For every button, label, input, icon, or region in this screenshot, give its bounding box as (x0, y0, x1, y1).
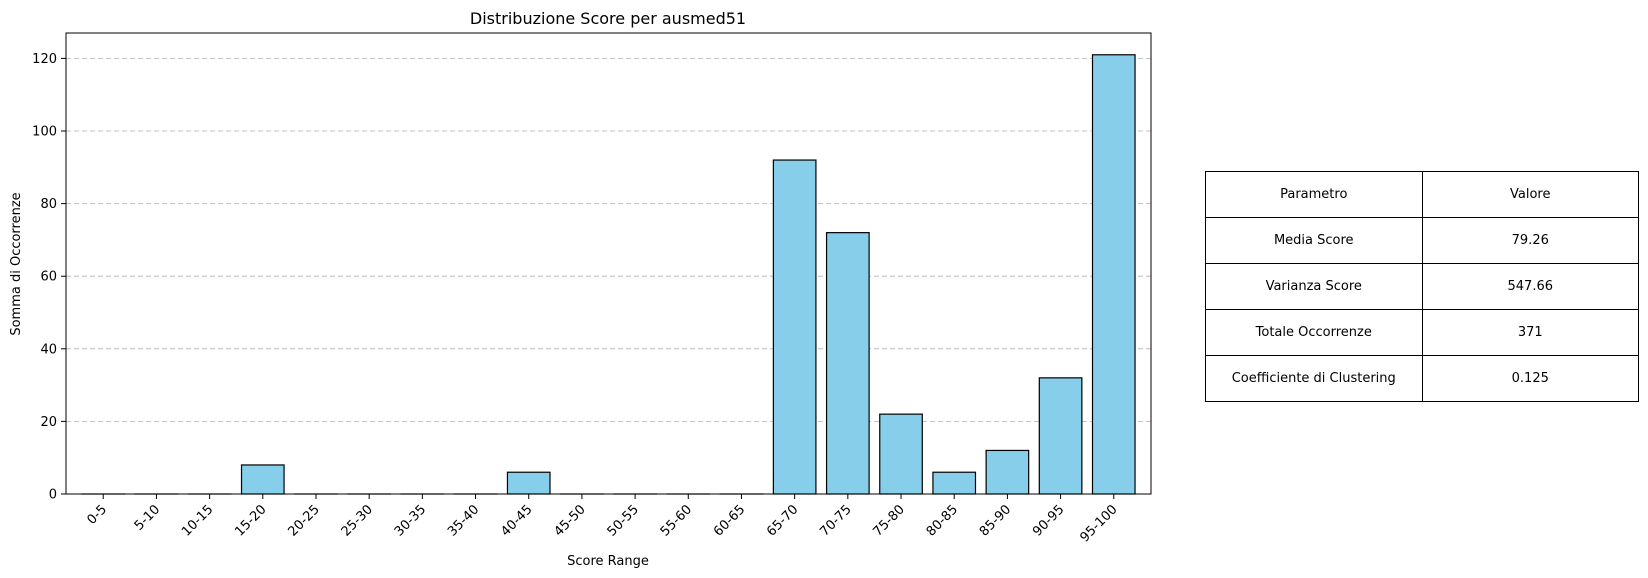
x-axis-label: Score Range (567, 554, 649, 569)
x-tick-label: 85-90 (977, 502, 1014, 539)
x-tick-label: 75-80 (871, 502, 908, 539)
x-tick-label: 70-75 (817, 502, 854, 539)
chart-title: Distribuzione Score per ausmed51 (470, 9, 746, 28)
bar (772, 159, 817, 495)
y-tick-label: 60 (40, 270, 57, 285)
x-tick-label: 80-85 (924, 502, 961, 539)
table-cell-value: 79.26 (1421, 217, 1639, 264)
table-cell-parameter: Varianza Score (1205, 263, 1423, 310)
table-header-row: Parametro Valore (1205, 171, 1639, 218)
bar (985, 449, 1030, 495)
x-tick-label: 65-70 (764, 502, 801, 539)
table-row: Totale Occorrenze 371 (1205, 309, 1639, 356)
x-tick-label: 20-25 (285, 502, 322, 539)
table-cell-value: 547.66 (1421, 263, 1639, 310)
grid-lines (66, 58, 1151, 422)
y-tick-label: 100 (32, 125, 57, 140)
x-tick-label: 25-30 (339, 502, 376, 539)
table-header-cell: Parametro (1205, 171, 1423, 218)
x-tick-label: 35-40 (445, 502, 482, 539)
x-tick-label: 50-55 (605, 502, 642, 539)
x-tick-label: 5-10 (132, 502, 163, 533)
x-tick-label: 95-100 (1077, 502, 1120, 545)
y-tick-label: 120 (32, 52, 57, 67)
table-cell-value: 371 (1421, 309, 1639, 356)
x-tick-label: 0-5 (84, 502, 110, 528)
x-tick-label: 30-35 (392, 502, 429, 539)
x-tick-label: 15-20 (232, 502, 269, 539)
table-cell-value: 0.125 (1421, 355, 1639, 402)
x-tick-label: 55-60 (658, 502, 695, 539)
plot-area-frame (65, 32, 1152, 495)
table-row: Media Score 79.26 (1205, 217, 1639, 264)
x-tick-label: 40-45 (498, 502, 535, 539)
table-cell-parameter: Totale Occorrenze (1205, 309, 1423, 356)
y-tick-label: 40 (40, 342, 57, 357)
y-axis-ticks: 0 20 40 60 80 100 120 (32, 52, 66, 503)
x-tick-label: 45-50 (551, 502, 588, 539)
x-tick-label: 60-65 (711, 502, 748, 539)
table-cell-parameter: Media Score (1205, 217, 1423, 264)
y-tick-label: 80 (40, 197, 57, 212)
table-row: Varianza Score 547.66 (1205, 263, 1639, 310)
bar (879, 413, 923, 495)
x-tick-label: 10-15 (179, 502, 216, 539)
table-cell-parameter: Coefficiente di Clustering (1205, 355, 1423, 402)
table-header-cell: Valore (1421, 171, 1639, 218)
bar (825, 232, 870, 495)
x-axis-ticks: 0-5 5-10 10-15 15-20 20-25 25-30 30-35 35-40 40-… (84, 494, 1121, 545)
bar (1091, 54, 1136, 495)
bars (81, 54, 1136, 495)
y-tick-label: 0 (49, 488, 57, 503)
table-row: Coefficiente di Clustering 0.125 (1205, 355, 1639, 402)
x-tick-label: 90-95 (1030, 502, 1067, 539)
bar (932, 471, 977, 495)
bar (240, 464, 285, 495)
bar (1038, 377, 1083, 495)
statistics-table: Parametro Valore Media Score 79.26 Varia… (1205, 171, 1639, 402)
y-tick-label: 20 (40, 415, 57, 430)
bar (506, 471, 551, 495)
y-axis-label: Somma di Occorrenze (9, 192, 24, 335)
